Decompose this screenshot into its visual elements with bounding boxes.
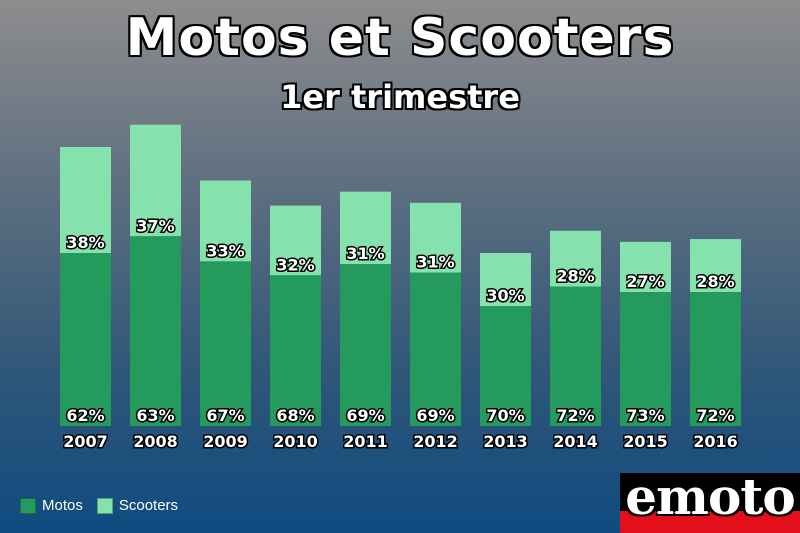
bar-motos-2016 [690,292,741,426]
data-label-motos-2010: 68% [276,406,314,425]
bar-scooters-2007 [60,147,111,254]
x-tick-label-2011: 2011 [343,432,388,451]
data-label-motos-2009: 67% [206,406,244,425]
bar-motos-2011 [340,264,391,426]
bar-motos-2010 [270,275,321,426]
bar-motos-2009 [200,261,251,426]
bar-motos-2015 [620,292,671,426]
chart-title: Motos et Scooters [125,8,675,68]
bar-motos-2007 [60,253,111,426]
emoto-logo: emoto [620,473,800,533]
data-label-motos-2014: 72% [556,406,594,425]
data-label-motos-2008: 63% [136,406,174,425]
x-tick-label-2010: 2010 [273,432,318,451]
x-tick-label-2015: 2015 [623,432,668,451]
legend-swatch-scooters [96,497,113,514]
bar-scooters-2012 [410,202,461,273]
bar-motos-2014 [550,286,601,426]
bar-scooters-2010 [270,205,321,276]
legend-item-scooters: Scooters [96,497,179,514]
bar-scooters-2014 [550,230,601,287]
stacked-bar-chart: 38% 62% 2007 37% 63% 2008 33% 67% 2009 32% 68% 2010… [60,124,741,453]
x-tick-label-2013: 2013 [483,432,528,451]
logo-red-band [620,511,800,533]
x-tick-label-2009: 2009 [203,432,248,451]
data-label-motos-2015: 73% [626,406,664,425]
bar-motos-2012 [410,272,461,426]
x-tick-label-2008: 2008 [133,432,178,451]
data-label-scooters-2016: 28% [696,272,734,291]
x-tick-label-2014: 2014 [553,432,598,451]
bar-scooters-2016 [690,239,741,293]
legend: Motos Scooters [20,497,192,514]
logo-wordmark: emoto [625,473,796,526]
data-label-motos-2012: 69% [416,406,454,425]
data-label-motos-2016: 72% [696,406,734,425]
data-label-scooters-2009: 33% [206,241,244,260]
data-label-scooters-2011: 31% [346,244,384,263]
x-tick-label-2016: 2016 [693,432,738,451]
legend-label-motos: Motos [42,497,83,514]
data-label-motos-2013: 70% [486,406,524,425]
data-label-scooters-2007: 38% [66,233,104,252]
bar-motos-2013 [480,306,531,426]
data-label-motos-2007: 62% [66,406,104,425]
x-tick-label-2007: 2007 [63,432,108,451]
data-label-scooters-2010: 32% [276,255,314,274]
bar-scooters-2008 [130,124,181,237]
bar-scooters-2015 [620,241,671,293]
data-label-scooters-2012: 31% [416,253,454,272]
bar-scooters-2011 [340,191,391,265]
data-label-scooters-2013: 30% [486,286,524,305]
bar-motos-2008 [130,236,181,426]
x-tick-label-2012: 2012 [413,432,458,451]
data-label-scooters-2014: 28% [556,267,594,286]
data-label-motos-2011: 69% [346,406,384,425]
data-label-scooters-2008: 37% [136,216,174,235]
bar-scooters-2009 [200,180,251,262]
chart-subtitle: 1er trimestre [280,78,520,116]
legend-label-scooters: Scooters [118,497,179,514]
legend-swatch-motos [20,497,36,514]
bar-scooters-2013 [480,253,531,307]
legend-item-motos: Motos [20,497,83,514]
data-label-scooters-2015: 27% [626,272,664,291]
